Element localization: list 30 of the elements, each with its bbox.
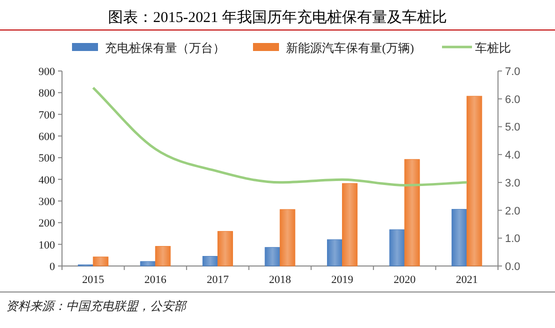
y-tick-label: 400 — [38, 174, 56, 186]
y2-tick-label: 7.0 — [505, 66, 520, 78]
chart-title: 图表：2015-2021 年我国历年充电桩保有量及车桩比 — [108, 9, 447, 26]
legend-label: 车桩比 — [475, 41, 511, 55]
y-tick-label: 800 — [38, 88, 56, 100]
y-tick-label: 200 — [38, 218, 56, 230]
y2-tick-label: 2.0 — [505, 205, 520, 218]
y2-tick-label: 3.0 — [505, 177, 520, 190]
y-tick-label: 0 — [50, 261, 56, 273]
y2-tick-label: 4.0 — [505, 150, 520, 162]
x-tick-label: 2015 — [82, 274, 105, 286]
x-tick-label: 2018 — [269, 274, 292, 286]
legend-label: 充电桩保有量（万台） — [105, 41, 225, 55]
y-tick-label: 300 — [38, 196, 56, 208]
y2-tick-label: 0.0 — [505, 261, 520, 273]
x-tick-label: 2021 — [456, 274, 478, 286]
y-tick-label: 700 — [38, 109, 56, 122]
x-tick-label: 2017 — [206, 274, 230, 286]
y2-tick-label: 1.0 — [505, 233, 520, 246]
text: 资料来源：中国充电联盟，公安部 — [6, 299, 188, 313]
x-tick-label: 2019 — [331, 274, 354, 286]
x-tick-label: 2020 — [394, 274, 416, 286]
x-tick-label: 2016 — [144, 274, 167, 286]
legend-label: 新能源汽车保有量(万辆) — [286, 41, 414, 55]
y2-tick-label: 5.0 — [505, 122, 520, 134]
y-tick-label: 500 — [38, 152, 56, 165]
y-tick-label: 600 — [38, 131, 56, 143]
y-tick-label: 900 — [38, 66, 56, 78]
y-tick-label: 100 — [38, 239, 56, 252]
y2-tick-label: 6.0 — [505, 94, 520, 106]
